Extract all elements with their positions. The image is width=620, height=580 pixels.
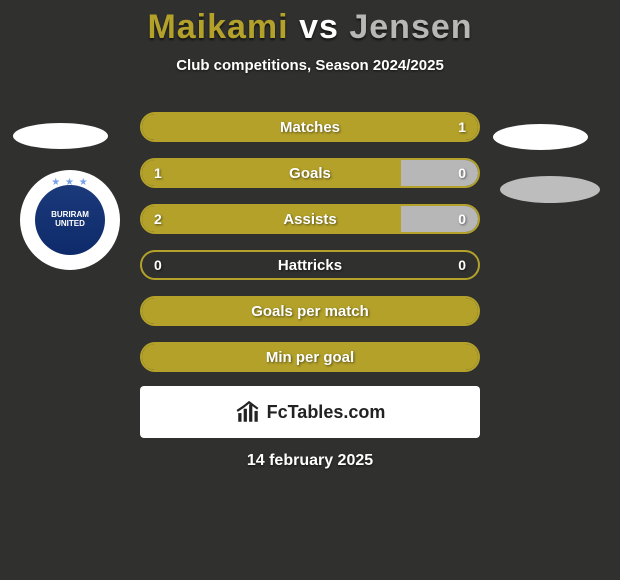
decorative-ellipse <box>500 176 600 203</box>
stat-left-fill <box>142 160 401 186</box>
stat-value-left: 0 <box>154 257 162 273</box>
decorative-ellipse <box>493 124 588 150</box>
club-badge-left: ★ ★ ★ BURIRAM UNITED <box>20 170 120 270</box>
stat-row: Matches 1 <box>140 112 480 142</box>
decorative-ellipse <box>13 123 108 149</box>
stat-row: 0 Hattricks 0 <box>140 250 480 280</box>
club-name-line2: UNITED <box>55 220 85 229</box>
stat-label: Matches <box>280 119 340 136</box>
stat-label: Hattricks <box>278 257 342 274</box>
stat-label: Min per goal <box>266 349 354 366</box>
stat-left-fill <box>142 206 401 232</box>
stat-right-fill <box>401 160 478 186</box>
stat-row: Goals per match <box>140 296 480 326</box>
stat-label: Goals <box>289 165 331 182</box>
stat-value-left: 1 <box>154 165 162 181</box>
date-label: 14 february 2025 <box>247 452 373 470</box>
stat-label: Goals per match <box>251 303 369 320</box>
title-vs: vs <box>299 8 339 46</box>
stat-row: Min per goal <box>140 342 480 372</box>
stat-value-right: 1 <box>458 119 466 135</box>
subtitle: Club competitions, Season 2024/2025 <box>176 57 444 74</box>
stats-list: Matches 1 1 Goals 0 2 Assists 0 0 Hattricks 0 Goals… <box>140 112 480 372</box>
stat-label: Assists <box>283 211 336 228</box>
title-left: Maikami <box>147 8 288 46</box>
stat-value-right: 0 <box>458 257 466 273</box>
chart-icon <box>235 399 261 425</box>
stat-value-right: 0 <box>458 211 466 227</box>
club-stars-icon: ★ ★ ★ <box>51 177 88 188</box>
stat-value-right: 0 <box>458 165 466 181</box>
page-title: Maikami vs Jensen <box>147 8 472 47</box>
stat-value-left: 2 <box>154 211 162 227</box>
title-right: Jensen <box>349 8 472 46</box>
stat-row: 2 Assists 0 <box>140 204 480 234</box>
stat-right-fill <box>401 206 478 232</box>
attribution-text: FcTables.com <box>267 402 386 423</box>
stat-row: 1 Goals 0 <box>140 158 480 188</box>
club-badge-inner: ★ ★ ★ BURIRAM UNITED <box>35 185 105 255</box>
attribution-badge: FcTables.com <box>140 386 480 438</box>
